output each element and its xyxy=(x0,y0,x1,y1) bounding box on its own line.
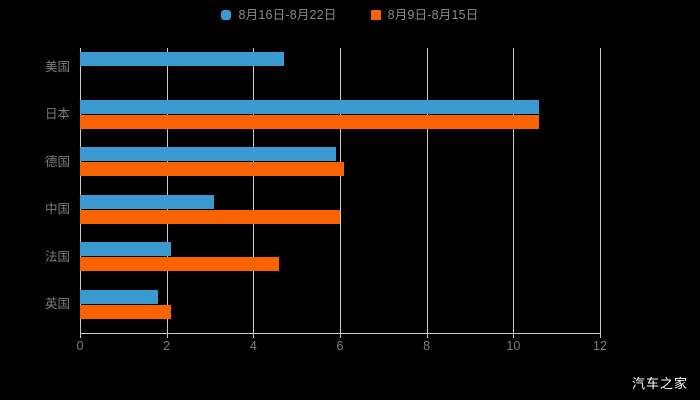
bar-4-series-0[interactable] xyxy=(80,242,171,257)
y-axis-label-5: 英国 xyxy=(44,297,70,312)
y-axis-label-0: 美国 xyxy=(44,59,70,74)
x-tick-8 xyxy=(426,333,428,338)
gridline-x-2 xyxy=(166,48,168,333)
gridline-x-8 xyxy=(426,48,428,333)
bar-5-series-0[interactable] xyxy=(80,289,158,304)
x-tick-0 xyxy=(80,333,81,338)
legend-label-series-0: 8月16日-8月22日 xyxy=(238,7,337,22)
gridline-x-0 xyxy=(80,48,81,333)
legend-marker-dot-icon xyxy=(221,10,232,20)
gridline-x-6 xyxy=(340,48,341,333)
bar-5-series-1[interactable] xyxy=(80,304,171,319)
y-axis-label-4: 法国 xyxy=(44,249,70,264)
x-tick-label-8: 8 xyxy=(423,339,431,353)
watermark: 汽车之家 xyxy=(631,376,688,391)
x-tick-label-0: 0 xyxy=(76,339,84,353)
y-axis-label-2: 德国 xyxy=(44,154,70,169)
legend-label-series-1: 8月9日-8月15日 xyxy=(387,7,479,22)
gridline-x-12 xyxy=(600,48,601,333)
bar-1-series-1[interactable] xyxy=(80,114,540,129)
x-tick-label-6: 6 xyxy=(336,339,344,353)
bar-2-series-1[interactable] xyxy=(80,162,345,177)
x-tick-label-2: 2 xyxy=(163,339,171,353)
x-tick-12 xyxy=(600,333,601,338)
x-tick-label-12: 12 xyxy=(593,339,607,353)
bar-3-series-0[interactable] xyxy=(80,194,215,209)
gridline-x-10 xyxy=(513,48,515,333)
legend-item-series-0[interactable]: 8月16日-8月22日 xyxy=(221,9,336,22)
bar-2-series-0[interactable] xyxy=(80,147,336,162)
y-axis-label-1: 日本 xyxy=(44,107,70,122)
x-tick-6 xyxy=(340,333,341,338)
x-tick-10 xyxy=(513,333,515,338)
bar-4-series-1[interactable] xyxy=(80,257,280,272)
legend-marker-square-icon xyxy=(370,10,381,20)
bar-0-series-0[interactable] xyxy=(80,52,284,67)
x-tick-4 xyxy=(253,333,255,338)
x-tick-2 xyxy=(166,333,168,338)
x-tick-label-4: 4 xyxy=(249,339,257,353)
y-axis-label-3: 中国 xyxy=(44,202,70,217)
plot-area xyxy=(80,48,601,333)
bar-3-series-1[interactable] xyxy=(80,209,340,224)
x-tick-label-10: 10 xyxy=(506,339,521,353)
gridline-x-4 xyxy=(253,48,255,333)
bar-1-series-0[interactable] xyxy=(80,99,540,114)
chart-legend: 8月16日-8月22日 8月9日-8月15日 xyxy=(0,5,700,25)
legend-item-series-1[interactable]: 8月9日-8月15日 xyxy=(370,7,479,22)
